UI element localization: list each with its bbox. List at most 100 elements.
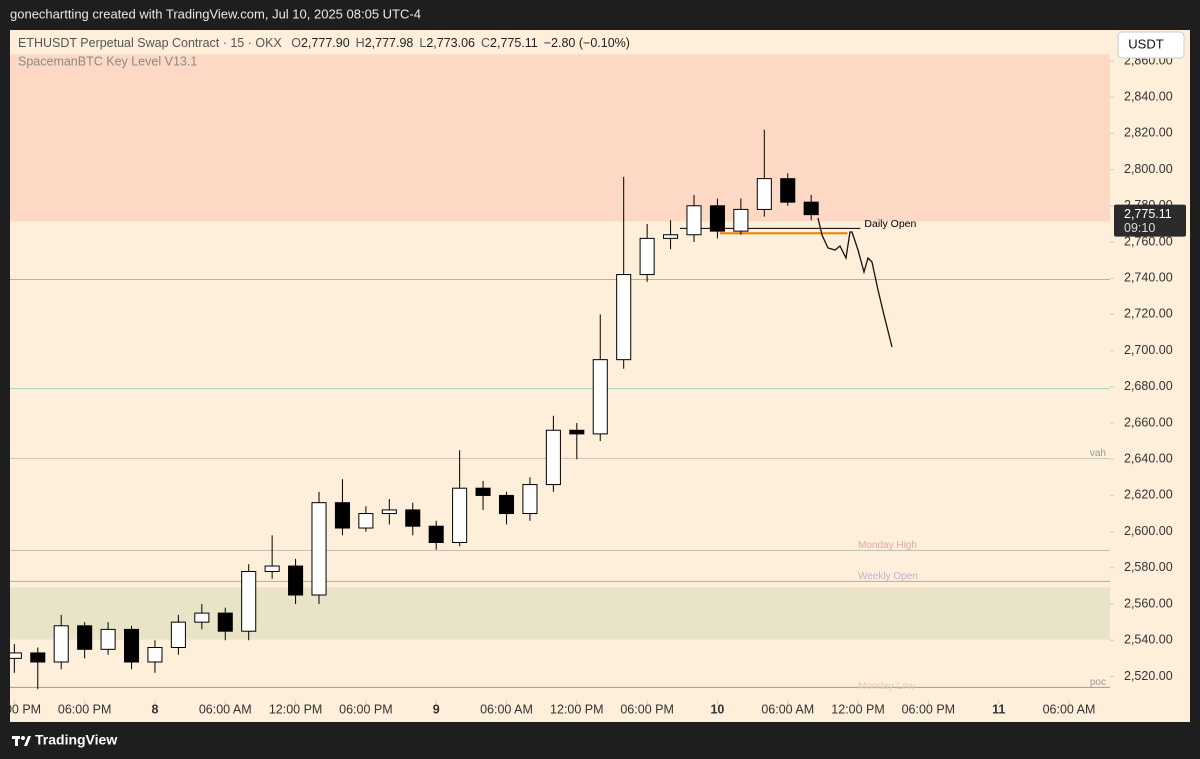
x-tick-label: 8: [151, 702, 158, 716]
ohlc-key: C: [481, 36, 490, 50]
candle-body: [53, 625, 69, 663]
x-tick-label: 06:00 AM: [199, 702, 252, 716]
price-zone: [10, 54, 1110, 222]
candle-body: [663, 234, 679, 239]
ohlc-value: 2,777.90: [301, 36, 350, 50]
projection-drawing: [817, 217, 893, 348]
candle-body: [405, 509, 421, 527]
candle-body: [709, 205, 725, 232]
y-tick-label: 2,540.00: [1124, 633, 1173, 647]
candle-body: [803, 201, 819, 216]
currency[interactable]: USDT: [1128, 36, 1163, 51]
candle-body: [288, 565, 304, 596]
candle-body: [194, 612, 210, 623]
candle-body: [264, 565, 280, 572]
y-tick-label: 2,740.00: [1124, 270, 1173, 284]
candle-body: [545, 429, 561, 486]
x-tick-label: 06:00 PM: [58, 702, 112, 716]
tradingview-logo: [12, 736, 31, 746]
level-label: Weekly Open: [858, 571, 918, 582]
candle-body: [733, 208, 749, 232]
y-tick-label: 2,800.00: [1124, 162, 1173, 176]
level-label: poc: [1090, 677, 1106, 688]
symbol: ETHUSDT Perpetual Swap Contract · 15 · O…: [18, 36, 282, 50]
y-tick-label: 2,680.00: [1124, 379, 1173, 393]
time-axis: 12:00 PM 06:00 PM 8 06:00 AM 12:00 PM 06:00 P…: [0, 700, 1096, 716]
y-tick-label: 2,820.00: [1124, 126, 1173, 140]
ohlc-key: L: [419, 36, 426, 50]
candle-body: [522, 484, 538, 515]
price-zone: [10, 587, 1110, 640]
y-tick-label: 2,560.00: [1124, 596, 1173, 610]
currency-button[interactable]: [1117, 31, 1185, 59]
ohlc-value: 2,775.11: [490, 36, 538, 50]
x-tick-label: 9: [433, 702, 440, 716]
level-label: vah: [1090, 448, 1106, 459]
countdown: 09:10: [1124, 221, 1155, 235]
y-tick-label: 2,760.00: [1124, 234, 1173, 248]
y-tick-label: 2,520.00: [1124, 669, 1173, 683]
footer-brand: TradingView: [35, 732, 117, 748]
ohlc-value: 2,777.98: [365, 36, 414, 50]
y-tick-label: 2,840.00: [1124, 89, 1173, 103]
plot-area: vah Monday High Weekly Open poc Monday Low Da…: [10, 54, 1110, 692]
candle-body: [498, 494, 515, 515]
last-price-box: [1114, 204, 1186, 237]
candle-body: [100, 628, 116, 650]
candle-body: [381, 509, 397, 515]
ohlc-key: H: [356, 36, 365, 50]
candle-body: [311, 502, 327, 596]
candle-body: [686, 205, 702, 236]
symbol-legend: ETHUSDT Perpetual Swap Contract · 15 · O…: [18, 36, 630, 50]
ohlc-key: O: [291, 36, 301, 50]
x-tick-label: 06:00 AM: [480, 702, 533, 716]
y-tick-label: 2,620.00: [1124, 488, 1173, 502]
candle-body: [780, 178, 796, 203]
x-tick-label: 06:00 PM: [902, 702, 956, 716]
candle-body: [428, 525, 444, 544]
x-tick-label: 10: [710, 702, 724, 716]
price-axis: 2,520.00 2,540.00 2,560.00 2,580.00 2,600.00…: [1110, 53, 1186, 683]
y-tick-label: 2,640.00: [1124, 452, 1173, 466]
candle-body: [334, 502, 350, 529]
candle-body: [30, 652, 46, 663]
level-label: Monday High: [858, 540, 917, 551]
indicator-name: SpacemanBTC Key Level V13.1: [18, 54, 197, 68]
candle-body: [170, 621, 186, 649]
candle-body: [147, 647, 163, 663]
x-tick-label: 12:00 PM: [831, 702, 885, 716]
candle-body: [639, 237, 655, 276]
x-tick-label: 12:00 PM: [550, 702, 604, 716]
y-tick-label: 2,580.00: [1124, 560, 1173, 574]
candle-body: [123, 628, 140, 663]
candle-body: [569, 429, 585, 435]
candle-body: [475, 487, 491, 496]
y-tick-label: 2,720.00: [1124, 307, 1173, 321]
candle-body: [452, 487, 468, 544]
level-label: Monday Low: [858, 681, 915, 692]
x-tick-label: 11: [992, 702, 1005, 716]
candle-body: [10, 652, 22, 659]
last-price-label: 2,775.11: [1124, 207, 1172, 221]
ohlc-value: 2,773.06: [426, 36, 475, 50]
candle-body: [241, 570, 257, 632]
candle-body: [77, 625, 93, 650]
candle-body: [217, 612, 233, 632]
x-tick-label: 06:00 AM: [1043, 702, 1096, 716]
x-tick-label: 12:00 PM: [0, 702, 41, 716]
candle-body: [756, 178, 772, 210]
x-tick-label: 06:00 PM: [620, 702, 674, 716]
y-tick-label: 2,600.00: [1124, 524, 1173, 538]
x-tick-label: 12:00 PM: [269, 702, 323, 716]
x-tick-label: 06:00 PM: [339, 702, 393, 716]
x-tick-label: 06:00 AM: [761, 702, 814, 716]
y-tick-label: 2,700.00: [1124, 343, 1173, 357]
change: −2.80 (−0.10%): [544, 36, 630, 50]
banner: gonechartting created with TradingView.c…: [10, 6, 421, 21]
candle-body: [592, 359, 608, 435]
candle-body: [616, 274, 632, 361]
candle-body: [358, 513, 374, 529]
y-tick-label: 2,660.00: [1124, 415, 1173, 429]
